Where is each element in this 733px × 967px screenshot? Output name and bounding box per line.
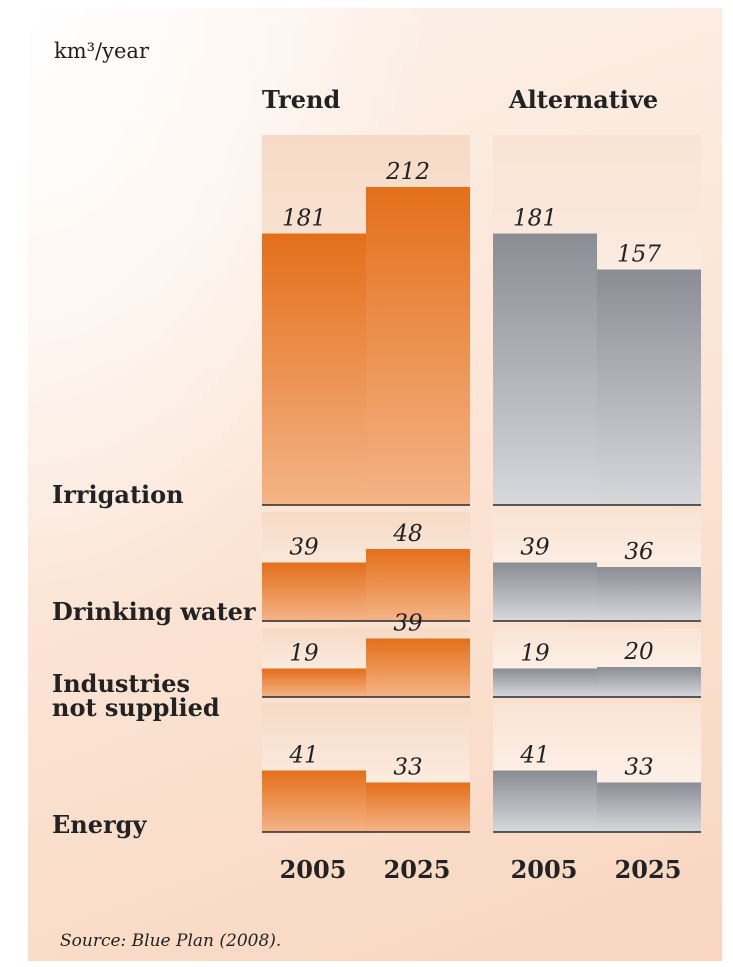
bar-irrigation-alternative-2005 bbox=[493, 233, 597, 505]
value-label-energy-alternative-2005: 41 bbox=[519, 743, 549, 769]
bar-drinking-water-trend-2025 bbox=[366, 549, 470, 621]
x-tick-alternative-2025: 2025 bbox=[615, 855, 682, 884]
bar-industries-not-supplied-trend-2025 bbox=[366, 638, 470, 697]
bar-irrigation-alternative-2025 bbox=[597, 269, 701, 505]
bar-energy-trend-2005 bbox=[262, 770, 366, 832]
value-label-drinking-water-alternative-2005: 39 bbox=[520, 535, 549, 561]
row-label-industries-not-supplied-line-1: Industries bbox=[52, 669, 190, 698]
bar-irrigation-trend-2005 bbox=[262, 233, 366, 505]
bar-drinking-water-alternative-2025 bbox=[597, 567, 701, 621]
row-label-energy: Energy bbox=[52, 810, 147, 839]
x-tick-alternative-2005: 2005 bbox=[511, 855, 578, 884]
bar-drinking-water-alternative-2005 bbox=[493, 562, 597, 621]
bar-industries-not-supplied-trend-2005 bbox=[262, 668, 366, 697]
source-note: Source: Blue Plan (2008). bbox=[60, 931, 281, 951]
value-label-industries-not-supplied-alternative-2005: 19 bbox=[520, 641, 549, 667]
group-header-alternative: Alternative bbox=[508, 85, 658, 114]
value-label-industries-not-supplied-alternative-2025: 20 bbox=[623, 639, 653, 665]
value-label-energy-alternative-2025: 33 bbox=[624, 755, 653, 781]
bar-industries-not-supplied-alternative-2005 bbox=[493, 668, 597, 697]
bar-industries-not-supplied-alternative-2025 bbox=[597, 667, 701, 697]
value-label-drinking-water-trend-2005: 39 bbox=[289, 535, 318, 561]
x-tick-trend-2025: 2025 bbox=[384, 855, 451, 884]
value-label-drinking-water-trend-2025: 48 bbox=[392, 521, 422, 547]
chart-plot-area: 181 212 181 157 Irrigation 39 48 39 36 Drinking w… bbox=[52, 135, 701, 839]
value-label-drinking-water-alternative-2025: 36 bbox=[624, 539, 653, 565]
row-label-drinking-water: Drinking water bbox=[52, 597, 256, 626]
value-label-irrigation-trend-2025: 212 bbox=[385, 159, 430, 185]
row-label-irrigation: Irrigation bbox=[52, 480, 184, 509]
group-header-trend: Trend bbox=[262, 85, 340, 114]
bar-drinking-water-trend-2005 bbox=[262, 562, 366, 621]
value-label-irrigation-trend-2005: 181 bbox=[282, 206, 326, 232]
value-label-industries-not-supplied-trend-2005: 19 bbox=[289, 641, 318, 667]
value-label-irrigation-alternative-2025: 157 bbox=[617, 242, 661, 268]
unit-label: km³/year bbox=[54, 39, 150, 63]
value-label-industries-not-supplied-trend-2025: 39 bbox=[393, 611, 422, 637]
x-tick-trend-2005: 2005 bbox=[280, 855, 347, 884]
row-label-industries-not-supplied-line-2: not supplied bbox=[52, 693, 220, 722]
bar-irrigation-trend-2025 bbox=[366, 187, 470, 505]
value-label-irrigation-alternative-2005: 181 bbox=[513, 206, 557, 232]
value-label-energy-trend-2005: 41 bbox=[288, 743, 318, 769]
bar-energy-alternative-2025 bbox=[597, 782, 701, 832]
bar-energy-trend-2025 bbox=[366, 782, 470, 832]
bar-energy-alternative-2005 bbox=[493, 770, 597, 832]
value-label-energy-trend-2025: 33 bbox=[393, 755, 422, 781]
